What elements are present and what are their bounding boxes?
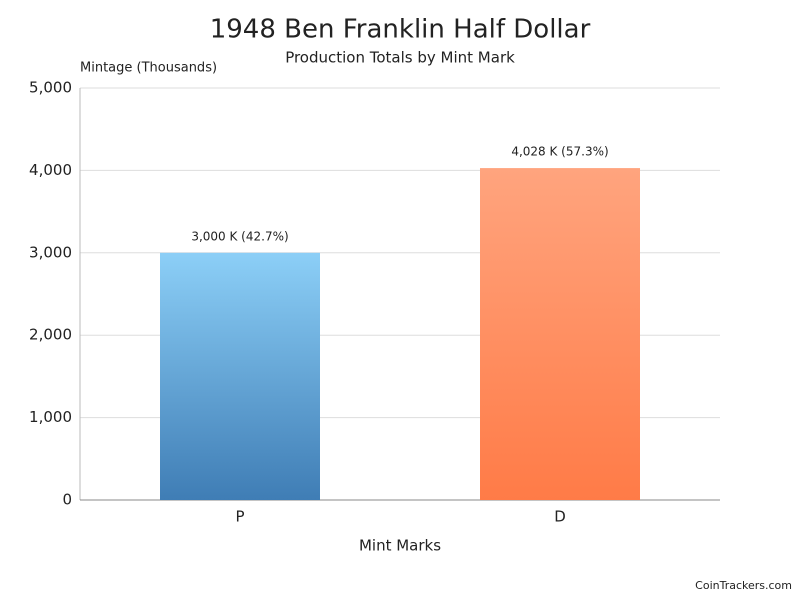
y-tick-label: 3,000 <box>29 243 72 261</box>
y-tick-label: 5,000 <box>29 79 72 97</box>
x-tick-label: D <box>554 508 566 526</box>
y-tick-label: 2,000 <box>29 326 72 344</box>
data-label: 3,000 K (42.7%) <box>191 229 288 243</box>
footer: CoinTrackers.com <box>695 579 792 592</box>
x-tick-label: P <box>235 508 244 526</box>
y-tick-label: 1,000 <box>29 408 72 426</box>
y-tick-label: 4,000 <box>29 161 72 179</box>
x-axis-label: Mint Marks <box>359 537 441 555</box>
y-tick-label: 0 <box>62 491 72 509</box>
bar <box>480 168 640 500</box>
data-label: 4,028 K (57.3%) <box>511 145 608 159</box>
chart-title: 1948 Ben Franklin Half Dollar <box>210 15 591 45</box>
y-axis-label: Mintage (Thousands) <box>80 61 217 76</box>
chart-subtitle: Production Totals by Mint Mark <box>285 49 515 67</box>
bar <box>160 252 320 500</box>
